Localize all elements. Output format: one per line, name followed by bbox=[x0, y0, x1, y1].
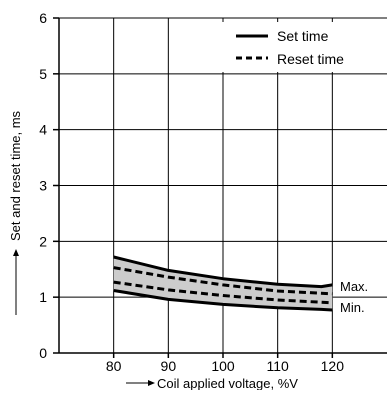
y-axis-arrowhead bbox=[13, 249, 19, 256]
y-axis-title: Set and reset time, ms bbox=[8, 110, 23, 241]
x-axis-title: Coil applied voltage, %V bbox=[157, 376, 298, 390]
reset-time-min-line bbox=[113, 280, 333, 305]
y-tick-label: 3 bbox=[39, 178, 47, 194]
legend-reset-time-label: Reset time bbox=[277, 51, 344, 67]
x-tick-label: 80 bbox=[106, 358, 122, 374]
x-tick-label: 110 bbox=[267, 358, 290, 374]
set-time-max-line bbox=[113, 255, 333, 289]
y-axis-title-group: Set and reset time, ms bbox=[8, 110, 23, 315]
y-tick-label: 2 bbox=[39, 233, 47, 249]
max-annotation: Max. bbox=[340, 279, 368, 294]
x-tick-label: 100 bbox=[211, 358, 235, 374]
set-time-min-line bbox=[113, 289, 333, 312]
series-lines bbox=[113, 255, 333, 312]
min-annotation: Min. bbox=[340, 300, 365, 315]
x-tick-label: 120 bbox=[321, 358, 345, 374]
legend-background bbox=[222, 22, 355, 72]
y-tick-label: 6 bbox=[39, 10, 47, 26]
y-tick-label: 5 bbox=[39, 66, 47, 82]
x-tick-label: 90 bbox=[161, 358, 177, 374]
y-tick-label: 0 bbox=[39, 345, 47, 361]
axes bbox=[53, 17, 387, 358]
legend: Set time Reset time bbox=[222, 22, 355, 72]
tick-labels: 0 1 2 3 4 5 6 80 90 100 110 120 bbox=[39, 10, 344, 374]
y-tick-label: 1 bbox=[39, 289, 47, 305]
reset-time-max-line bbox=[113, 266, 333, 296]
y-tick-label: 4 bbox=[39, 122, 47, 138]
legend-set-time-label: Set time bbox=[277, 28, 329, 44]
x-axis-arrowhead bbox=[148, 380, 155, 386]
x-axis-title-group: Coil applied voltage, %V bbox=[126, 376, 298, 391]
